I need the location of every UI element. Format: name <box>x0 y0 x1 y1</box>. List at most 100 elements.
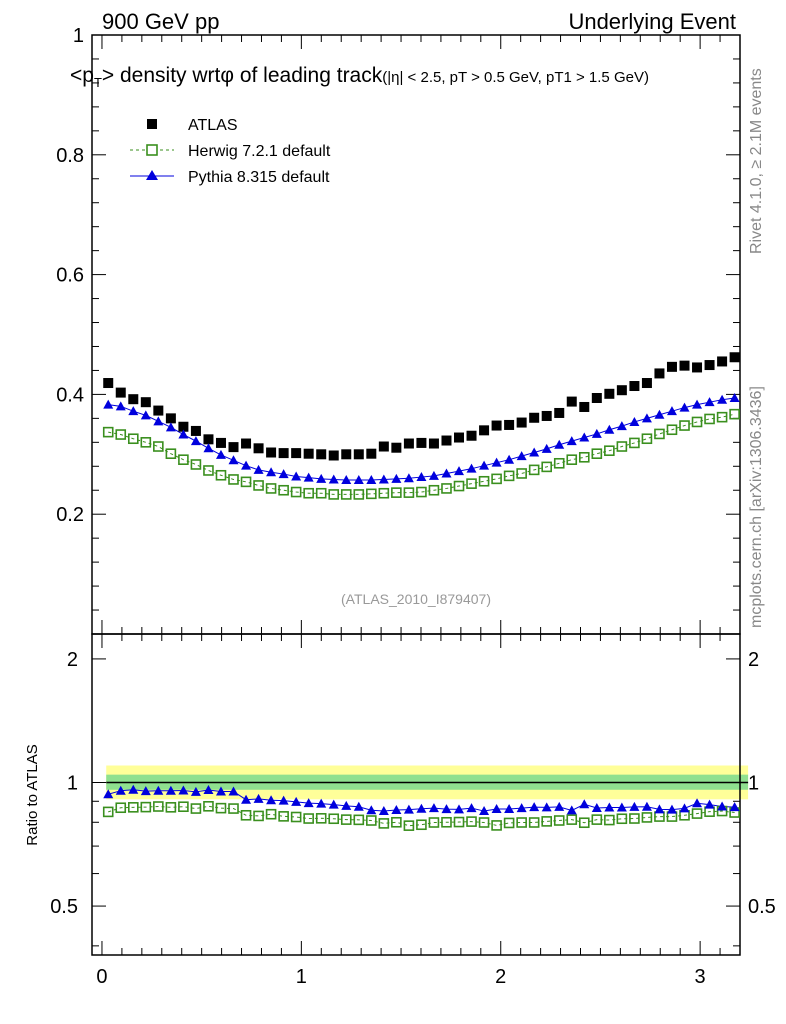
ratio-herwig-point <box>553 815 565 826</box>
header-right: Underlying Event <box>568 9 736 34</box>
ratio-pythia-point <box>679 803 690 813</box>
ratio-herwig-point <box>616 813 628 825</box>
ratio-herwig-point <box>466 816 477 827</box>
ratio-frame <box>91 633 741 956</box>
atlas-point <box>228 442 239 453</box>
ratio-pythia-point <box>729 802 740 812</box>
ratio-pythia-point <box>366 805 377 815</box>
ratio-herwig-point <box>578 817 590 829</box>
analysis-id: (ATLAS_2010_I879407) <box>341 591 491 607</box>
ratio-pythia-point <box>479 806 490 816</box>
herwig-point <box>729 408 740 420</box>
atlas-point <box>479 425 490 436</box>
atlas-point <box>366 448 377 459</box>
pythia-point <box>441 468 452 478</box>
ratio-herwig-point <box>303 813 314 824</box>
ratio-herwig-point <box>340 814 352 825</box>
ratio-pythia-point <box>403 804 414 814</box>
title-rest: > density wrtφ of leading track <box>101 64 383 87</box>
herwig-point <box>140 437 152 448</box>
atlas-point <box>416 437 427 448</box>
herwig-point <box>265 483 277 494</box>
herwig-point <box>165 448 177 460</box>
herwig-point <box>278 484 289 496</box>
ratio-pythia-point <box>178 785 189 795</box>
x-tick-label: 0 <box>96 966 107 988</box>
ratio-pythia-point <box>466 803 477 813</box>
atlas-point <box>215 437 226 448</box>
ratio-pythia-point <box>341 800 352 810</box>
herwig-point <box>240 476 252 488</box>
ratio-pythia-point <box>291 796 302 806</box>
pythia-point <box>654 409 665 419</box>
herwig-point <box>503 470 515 482</box>
title-main: <p <box>70 64 94 87</box>
atlas-point <box>328 450 339 461</box>
herwig-point <box>190 459 202 470</box>
atlas-point <box>103 378 114 389</box>
legend-atlas-marker <box>147 119 157 129</box>
ratio-herwig-point <box>441 816 452 828</box>
ratio-herwig-point <box>566 814 578 825</box>
herwig-point <box>553 457 565 469</box>
atlas-point <box>303 448 314 459</box>
herwig-point <box>340 489 352 500</box>
pythia-point <box>328 474 339 484</box>
ratio-pythia-point <box>504 803 515 813</box>
ratio-herwig-point <box>290 811 302 823</box>
pythia-point <box>316 473 327 483</box>
ratio-pythia-point <box>579 799 590 809</box>
pythia-point <box>278 469 289 479</box>
herwig-point <box>591 448 603 460</box>
header-left: 900 GeV pp <box>102 9 220 34</box>
herwig-point <box>353 489 365 500</box>
ratio-pythia-point <box>516 803 527 813</box>
atlas-point <box>291 448 302 459</box>
atlas-point <box>403 438 414 449</box>
atlas-point <box>428 438 439 449</box>
legend-pythia-marker <box>146 170 158 180</box>
atlas-point <box>165 413 176 424</box>
ratio-pythia-point <box>541 802 552 812</box>
atlas-point <box>554 407 565 418</box>
herwig-point <box>704 413 715 425</box>
ratio-pythia-point <box>153 785 164 795</box>
pythia-point <box>190 436 201 446</box>
ratio-pythia-point <box>228 786 239 796</box>
atlas-point <box>115 387 126 398</box>
pythia-point <box>215 449 226 459</box>
herwig-point <box>303 487 314 499</box>
herwig-point <box>228 474 239 485</box>
atlas-point <box>353 449 364 460</box>
ratio-herwig-point <box>127 802 139 813</box>
herwig-point <box>466 478 477 489</box>
herwig-point <box>629 437 640 449</box>
atlas-point <box>378 441 389 452</box>
herwig-point <box>691 416 703 428</box>
herwig-point <box>541 461 552 473</box>
ratio-herwig-point <box>178 801 189 813</box>
ratio-axis-label: Ratio to ATLAS <box>24 744 41 845</box>
ratio-pythia-point <box>454 804 465 814</box>
ratio-y-tick-label: 1 <box>67 772 78 794</box>
ratio-pythia-point <box>115 785 126 795</box>
ratio-pythia-point <box>529 802 540 812</box>
herwig-point <box>115 429 127 440</box>
herwig-point <box>215 469 227 481</box>
pythia-point <box>566 436 577 446</box>
herwig-point <box>391 487 402 498</box>
ratio-herwig-point <box>102 806 114 818</box>
ratio-herwig-point <box>641 812 653 823</box>
ratio-herwig-point <box>253 810 264 822</box>
ratio-herwig-point <box>315 813 327 824</box>
legend-label: ATLAS <box>188 117 238 134</box>
atlas-point <box>541 410 552 421</box>
pythia-point <box>403 473 414 483</box>
ratio-herwig-point <box>190 803 202 814</box>
pythia-point <box>103 399 114 409</box>
atlas-point <box>454 432 465 443</box>
pythia-point <box>666 406 677 416</box>
atlas-point <box>278 448 289 459</box>
atlas-point <box>704 360 715 371</box>
